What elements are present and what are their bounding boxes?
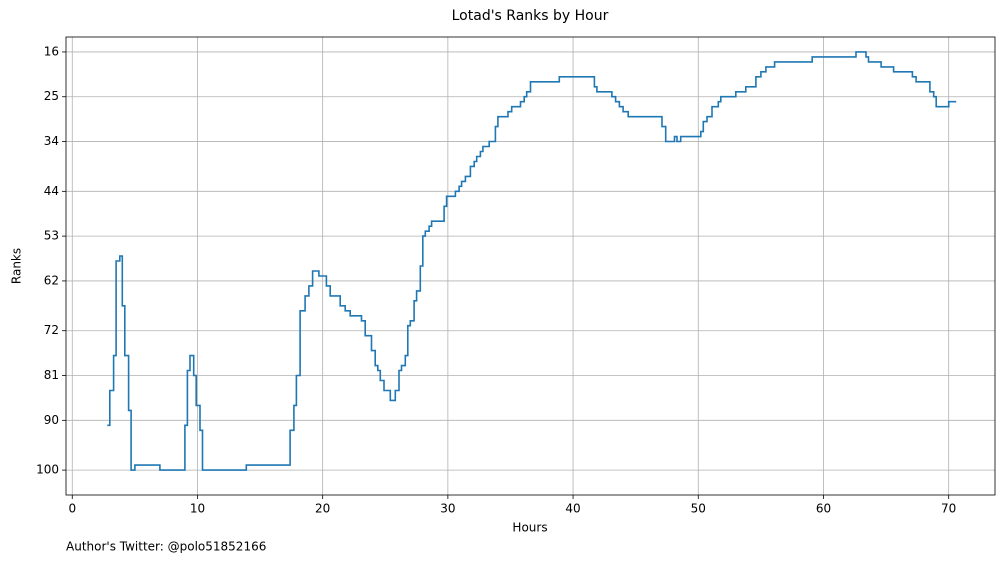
x-tick-label: 40 <box>565 502 580 516</box>
x-tick-label: 20 <box>315 502 330 516</box>
x-axis-label: Hours <box>512 521 547 535</box>
y-tick-label: 16 <box>44 44 59 58</box>
annotation: Author's Twitter: @polo51852166 <box>66 540 266 554</box>
y-tick-label: 53 <box>44 229 59 243</box>
y-tick-label: 34 <box>44 134 59 148</box>
step-line <box>107 51 957 471</box>
x-tick-label: 10 <box>190 502 205 516</box>
chart-title: Lotad's Ranks by Hour <box>452 8 609 24</box>
y-tick-label: 72 <box>44 323 59 337</box>
y-tick-label: 25 <box>44 89 59 103</box>
y-tick-label: 81 <box>44 368 59 382</box>
x-tick-label: 0 <box>68 502 76 516</box>
y-tick-label: 44 <box>44 184 59 198</box>
y-tick-label: 90 <box>44 413 59 427</box>
plot-frame <box>65 36 996 496</box>
y-tick-label: 62 <box>44 273 59 287</box>
y-axis-label: Ranks <box>10 248 24 284</box>
x-tick-label: 50 <box>691 502 706 516</box>
x-tick-label: 70 <box>941 502 956 516</box>
x-tick-label: 60 <box>816 502 831 516</box>
x-tick-label: 30 <box>440 502 455 516</box>
y-tick-label: 100 <box>36 463 59 477</box>
